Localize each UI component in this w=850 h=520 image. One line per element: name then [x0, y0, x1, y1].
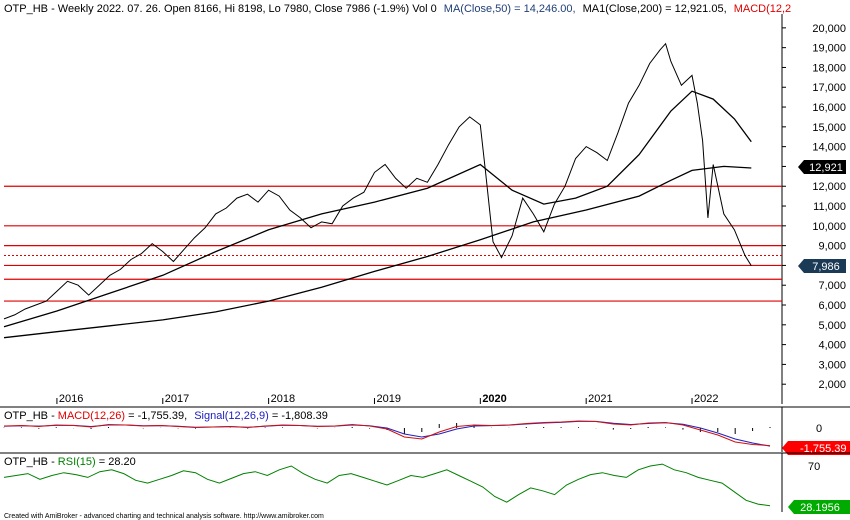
- macd-legend-value: = -1,755.39,: [125, 410, 187, 422]
- price-tick-label: 5,000: [818, 320, 846, 332]
- price-header: OTP_HB - Weekly 2022. 07. 26. Open 8166,…: [4, 3, 791, 15]
- price-tick-label: 10,000: [812, 221, 846, 233]
- price-tick-label: 7,000: [818, 280, 846, 292]
- last-price-badge: 7,986: [798, 259, 846, 273]
- year-tick-label: 2017: [165, 393, 189, 405]
- support-resistance-lines: [4, 185, 782, 302]
- ma200-badge: 12,921: [798, 160, 846, 174]
- time-axis-ticks: 2016 2017 2018 2019 2020 2021 2022: [56, 393, 719, 405]
- macd-header: OTP_HB - MACD(12,26) = -1,755.39, Signal…: [4, 410, 328, 422]
- macd-header-prefix: OTP_HB -: [4, 410, 58, 422]
- signal-legend-value: = -1,808.39: [269, 410, 328, 422]
- footer-credit: Created with AmiBroker - advanced charti…: [4, 513, 324, 520]
- year-tick-label: 2016: [59, 393, 83, 405]
- price-tick-label: 2,000: [818, 379, 846, 391]
- price-tick-label: 15,000: [812, 122, 846, 134]
- price-header-main: OTP_HB - Weekly 2022. 07. 26. Open 8166,…: [4, 3, 437, 15]
- year-tick-label: 2019: [376, 393, 400, 405]
- signal-legend: Signal(12,26,9): [194, 410, 269, 422]
- price-series-line: [3, 42, 752, 320]
- price-plot-area: [4, 14, 782, 404]
- rsi-badge-text: 28.1956: [800, 502, 840, 514]
- year-tick-label: 2020: [482, 393, 506, 405]
- price-tick-label: 19,000: [812, 43, 846, 55]
- ma50-legend: MA(Close,50) = 14,246.00,: [444, 3, 576, 15]
- last-price-badge-text: 7,986: [812, 261, 840, 273]
- ma200-line: [3, 165, 752, 339]
- price-tick-label: 3,000: [818, 359, 846, 371]
- rsi-70-tick: 70: [808, 461, 820, 473]
- macd-legend: MACD(12,26): [58, 410, 125, 422]
- macd-badge-text: -1,755.39: [800, 443, 846, 455]
- price-tick-label: 14,000: [812, 142, 846, 154]
- rsi-header: OTP_HB - RSI(15) = 28.20: [4, 456, 136, 468]
- price-tick-label: 12,000: [812, 181, 846, 193]
- price-tick-label: 17,000: [812, 82, 846, 94]
- price-tick-label: 11,000: [813, 201, 846, 213]
- rsi-header-prefix: OTP_HB -: [4, 456, 58, 468]
- price-tick-label: 18,000: [812, 62, 846, 74]
- rsi-badge: 28.1956: [788, 500, 850, 514]
- rsi-legend-value: = 28.20: [96, 456, 136, 468]
- rsi-line: [3, 463, 771, 507]
- price-tick-label: 16,000: [812, 102, 846, 114]
- year-tick-label: 2022: [694, 393, 718, 405]
- macd-badge: -1,755.39: [782, 441, 850, 455]
- macd-zero-tick: 0: [816, 423, 822, 435]
- rsi-legend: RSI(15): [58, 456, 96, 468]
- year-tick-label: 2021: [588, 393, 612, 405]
- price-tick-label: 4,000: [818, 340, 846, 352]
- price-tick-label: 6,000: [818, 300, 846, 312]
- ma200-legend: MA1(Close,200) = 12,921.05,: [583, 3, 727, 15]
- price-tick-label: 9,000: [818, 241, 846, 253]
- price-axis-ticks: 2,0003,0004,0005,0006,0007,0008,0009,000…: [782, 23, 846, 391]
- macd-header-cut: MACD(12,2: [734, 3, 791, 15]
- ma200-badge-text: 12,921: [809, 162, 843, 174]
- macd-line: [3, 420, 771, 447]
- year-tick-label: 2018: [271, 393, 295, 405]
- price-tick-label: 20,000: [812, 23, 846, 35]
- ma50-line: [3, 90, 752, 328]
